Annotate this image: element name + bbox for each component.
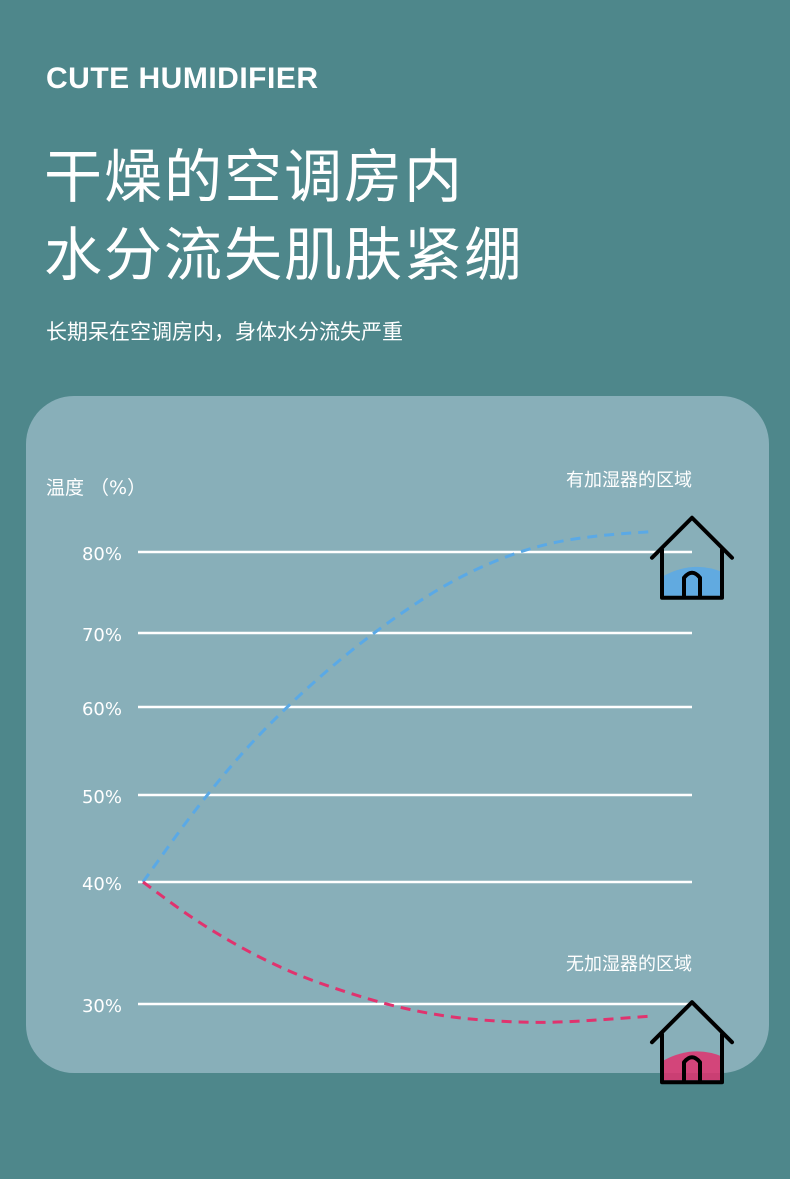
y-tick-label: 60% <box>82 699 122 720</box>
house-outline <box>650 515 734 600</box>
series-label-1: 有加湿器的区域 <box>566 470 692 491</box>
headline-line-1: 干燥的空调房内 <box>44 143 465 211</box>
y-axis-label: 温度 （%） <box>46 477 146 499</box>
house-outline <box>650 1000 734 1085</box>
y-tick-label: 50% <box>82 787 122 808</box>
house-icon <box>650 515 734 600</box>
house-fill <box>664 566 724 596</box>
y-tick-label: 30% <box>82 996 122 1017</box>
subtitle: 长期呆在空调房内，身体水分流失严重 <box>46 320 403 344</box>
chart-panel <box>26 396 769 1073</box>
y-tick-label: 80% <box>82 544 122 565</box>
brand-title: CUTE HUMIDIFIER <box>46 62 319 95</box>
house-fill <box>664 1051 724 1081</box>
y-tick-labels: 80% 70% 60% 50% 40% 30% <box>82 544 122 1017</box>
house-icon <box>650 1000 734 1085</box>
series-line-2 <box>142 880 651 1024</box>
series-lines <box>141 530 651 1024</box>
y-tick-label: 70% <box>82 625 122 646</box>
gridlines <box>138 550 692 1006</box>
y-tick-label: 40% <box>82 874 122 895</box>
series-line-1 <box>141 530 651 883</box>
headline-line-2: 水分流失肌肤紧绷 <box>44 221 525 289</box>
headline: 干燥的空调房内 水分流失肌肤紧绷 <box>44 138 524 294</box>
series-label-2: 无加湿器的区域 <box>566 954 692 975</box>
